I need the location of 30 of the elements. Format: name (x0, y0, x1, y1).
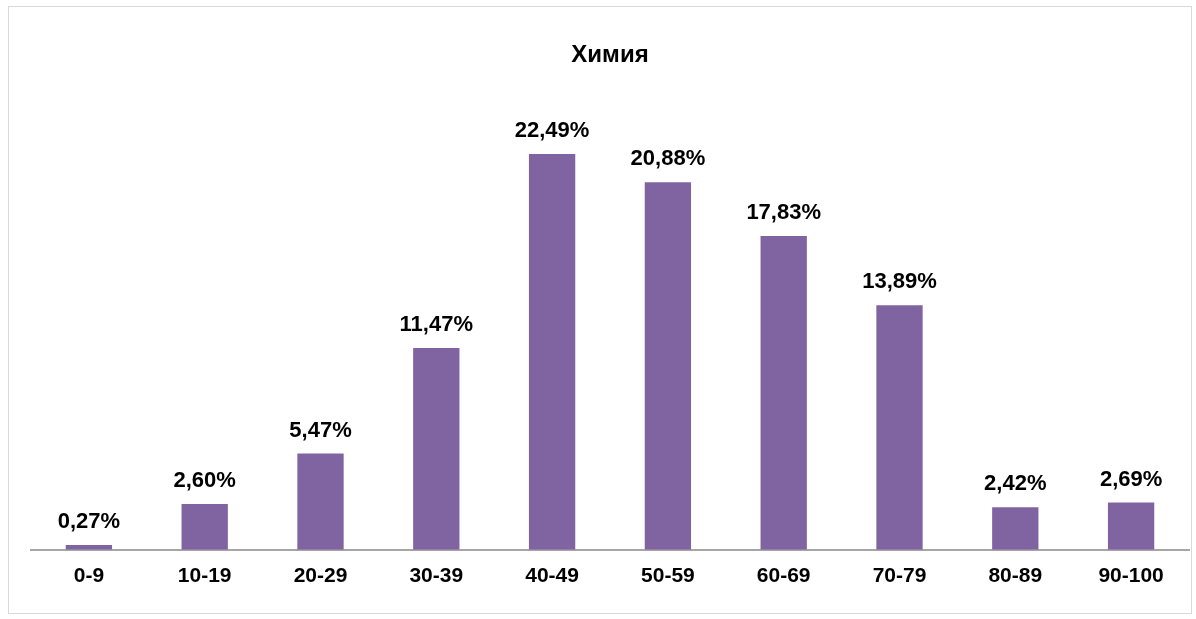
bar (297, 453, 344, 550)
x-tick-label: 20-29 (293, 563, 348, 587)
bar (528, 153, 576, 550)
bar (1107, 502, 1155, 550)
data-label: 5,47% (289, 416, 352, 442)
bar (876, 305, 923, 550)
x-tick-label: 80-89 (988, 563, 1043, 587)
data-label: 2,60% (173, 467, 236, 493)
x-tick-label: 40-49 (525, 563, 579, 587)
data-label: 13,89% (862, 268, 937, 294)
data-label: 0,27% (57, 508, 121, 534)
data-label: 20,88% (630, 145, 706, 171)
bar (644, 182, 692, 550)
x-tick-label: 90-100 (1098, 563, 1164, 587)
bar (992, 507, 1039, 550)
bar (413, 347, 460, 550)
data-label: 22,49% (514, 117, 590, 143)
bar (181, 504, 228, 550)
x-tick-label: 50-59 (641, 563, 695, 587)
x-tick-label: 70-79 (872, 563, 927, 587)
data-label: 17,83% (746, 199, 822, 225)
x-tick-label: 10-19 (177, 563, 232, 587)
chart-title: Химия (571, 40, 649, 68)
data-label: 2,69% (1099, 465, 1163, 491)
x-tick-label: 0-9 (73, 563, 105, 587)
x-tick-label: 60-69 (756, 563, 811, 587)
data-label: 11,47% (399, 310, 473, 336)
bar (760, 235, 807, 550)
x-tick-label: 30-39 (409, 563, 464, 587)
data-label: 2,42% (984, 470, 1047, 496)
